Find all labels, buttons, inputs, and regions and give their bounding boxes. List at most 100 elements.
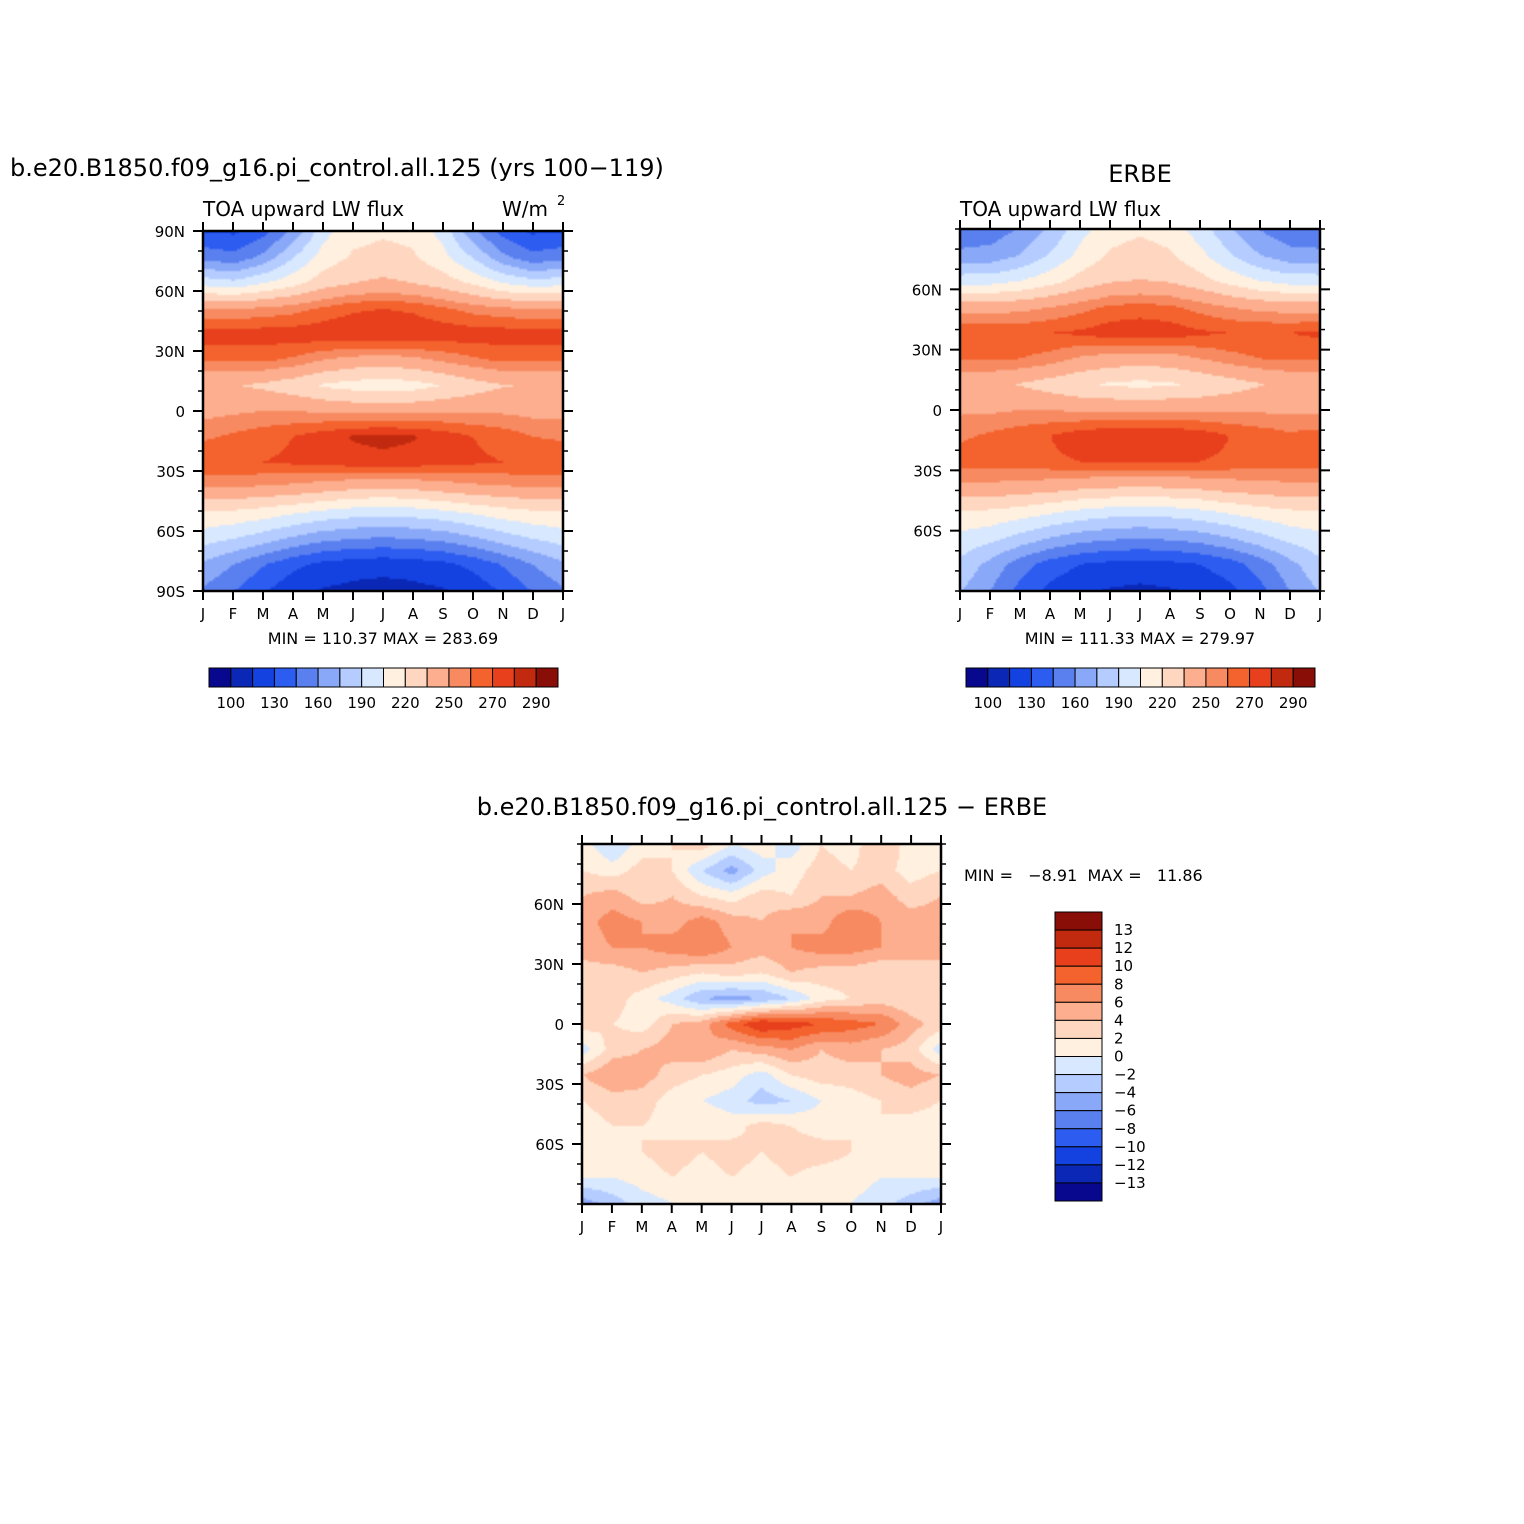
x-tick-label: M	[257, 605, 270, 623]
y-tick-label: 30S	[156, 463, 185, 481]
colorbar-swatch	[1054, 911, 1103, 931]
colorbar-swatch	[1183, 667, 1207, 688]
panel-model-plot	[201, 229, 565, 593]
colorbar-swatch	[1054, 1110, 1103, 1130]
colorbar-label: −12	[1114, 1156, 1146, 1174]
panel-model-left-label: TOA upward LW flux	[202, 197, 404, 221]
colorbar-swatch	[230, 667, 254, 688]
panel-diff-title: b.e20.B1850.f09_g16.pi_control.all.125 −…	[477, 793, 1047, 821]
colorbar-label: 290	[1279, 694, 1308, 712]
colorbar-swatch	[1054, 947, 1103, 967]
panel-model-y-ticks: 90N 60N 30N 0 30S 60S 90S	[155, 223, 573, 601]
x-tick-label: S	[438, 605, 448, 623]
colorbar-label: 6	[1114, 993, 1124, 1011]
colorbar-swatch	[295, 667, 319, 688]
y-tick-label: 60S	[156, 523, 185, 541]
x-tick-label: M	[1074, 605, 1087, 623]
x-tick-label: N	[876, 1218, 887, 1236]
y-tick-label: 60N	[912, 281, 942, 299]
colorbar-swatch	[1292, 667, 1316, 688]
x-tick-label: J	[579, 1218, 584, 1236]
colorbar-label: 220	[391, 694, 420, 712]
colorbar-swatch	[470, 667, 494, 688]
x-tick-label: J	[1137, 605, 1142, 623]
y-tick-label: 60S	[913, 523, 942, 541]
colorbar-label: 160	[1061, 694, 1090, 712]
colorbar-label: −13	[1114, 1174, 1146, 1192]
panel-diff-y-ticks: 60N 30N 0 30S 60S	[534, 843, 951, 1205]
x-tick-label: M	[317, 605, 330, 623]
x-tick-label: M	[695, 1218, 708, 1236]
x-tick-label: O	[467, 605, 479, 623]
colorbar-label: 13	[1114, 921, 1133, 939]
x-tick-label: J	[1107, 605, 1112, 623]
x-tick-label: N	[497, 605, 508, 623]
colorbar-swatch	[1054, 1056, 1103, 1076]
colorbar-swatch	[1030, 667, 1054, 688]
colorbar-swatch	[448, 667, 472, 688]
x-tick-label: S	[1195, 605, 1205, 623]
panel-diff-stats: MIN = −8.91 MAX = 11.86	[964, 866, 1203, 885]
colorbar-swatch	[535, 667, 559, 688]
colorbar-label: 250	[1192, 694, 1221, 712]
colorbar-swatch	[1052, 667, 1076, 688]
colorbar-swatch	[492, 667, 515, 688]
x-tick-label: M	[1014, 605, 1027, 623]
panel-diff: b.e20.B1850.f09_g16.pi_control.all.125 −…	[477, 793, 1203, 1236]
contour-field	[960, 229, 1320, 591]
panel-obs-title: ERBE	[1108, 160, 1171, 188]
colorbar-swatch	[1054, 1074, 1103, 1094]
colorbar-swatch	[208, 667, 232, 688]
y-tick-label: 90N	[155, 223, 185, 241]
panel-obs-colorbar: 100 130 160 190 220 250 270 290	[965, 667, 1316, 712]
x-tick-label: J	[560, 605, 565, 623]
colorbar-swatch	[1074, 667, 1098, 688]
colorbar-swatch	[1054, 1146, 1103, 1166]
colorbar-swatch	[1118, 667, 1141, 688]
colorbar-swatch	[404, 667, 428, 688]
colorbar-label: 0	[1114, 1048, 1124, 1066]
x-tick-label: F	[608, 1218, 617, 1236]
y-tick-label: 30N	[155, 343, 185, 361]
y-tick-label: 0	[932, 402, 942, 420]
panel-obs-y-ticks: 60N 30N 0 30S 60S	[912, 228, 1330, 592]
x-tick-label: J	[350, 605, 355, 623]
colorbar-label: 130	[260, 694, 289, 712]
y-tick-label: 0	[175, 403, 185, 421]
x-tick-label: D	[527, 605, 539, 623]
x-tick-label: J	[728, 1218, 733, 1236]
y-tick-label: 60S	[535, 1136, 564, 1154]
x-tick-label: A	[667, 1218, 678, 1236]
colorbar-swatch	[1054, 1019, 1103, 1039]
x-tick-label: J	[380, 605, 385, 623]
colorbar-swatch	[1270, 667, 1294, 688]
colorbar-swatch	[1054, 1164, 1103, 1184]
colorbar-swatch	[273, 667, 297, 688]
colorbar-swatch	[1054, 965, 1103, 985]
colorbar-swatch	[1054, 929, 1103, 949]
x-tick-label: J	[957, 605, 962, 623]
x-tick-label: A	[288, 605, 299, 623]
colorbar-label: −2	[1114, 1066, 1136, 1084]
colorbar-swatch	[513, 667, 537, 688]
x-tick-label: N	[1254, 605, 1265, 623]
x-tick-label: F	[229, 605, 238, 623]
contour-field	[582, 844, 941, 1204]
colorbar-swatch	[1096, 667, 1120, 688]
colorbar-swatch	[339, 667, 363, 688]
x-tick-label: A	[1165, 605, 1176, 623]
colorbar-swatch	[965, 667, 989, 688]
y-tick-label: 60N	[155, 283, 185, 301]
colorbar-label: 100	[216, 694, 245, 712]
x-tick-label: J	[200, 605, 205, 623]
x-tick-label: A	[408, 605, 419, 623]
colorbar-label: 130	[1017, 694, 1046, 712]
x-tick-label: D	[905, 1218, 917, 1236]
colorbar-label: 10	[1114, 957, 1133, 975]
